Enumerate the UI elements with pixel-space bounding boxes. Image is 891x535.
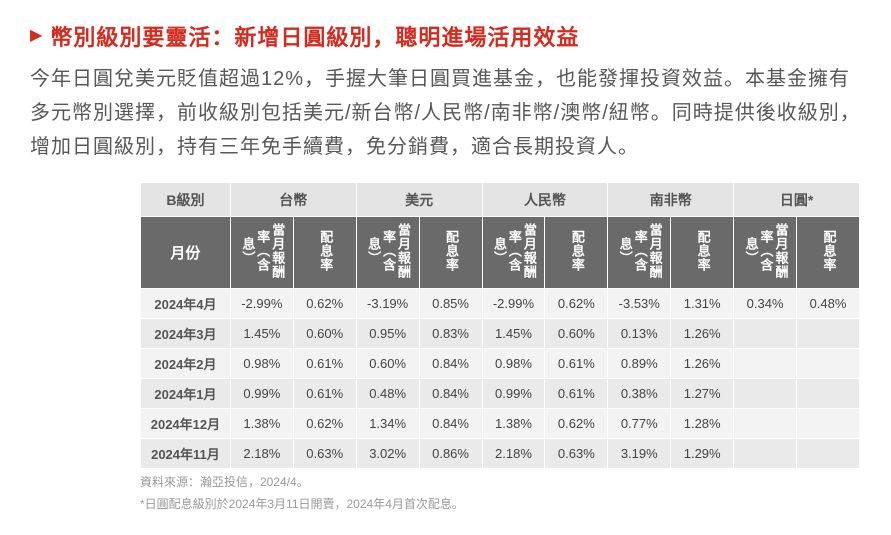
cell-value: 0.84%	[419, 379, 482, 409]
cell-value: 0.77%	[608, 409, 671, 439]
body-paragraph: 今年日圓兌美元貶值超過12%，手握大筆日圓買進基金，也能發揮投資效益。本基金擁有…	[30, 62, 861, 164]
cell-value: 1.34%	[356, 409, 419, 439]
cell-value: 0.62%	[545, 289, 608, 319]
cell-value: 1.26%	[671, 349, 734, 379]
cell-month: 2024年3月	[141, 319, 231, 349]
table-row: 2024年4月-2.99%0.62%-3.19%0.85%-2.99%0.62%…	[141, 289, 860, 319]
header-yield: 配息率	[419, 217, 482, 289]
cell-value: -2.99%	[482, 289, 545, 319]
cell-value	[734, 439, 797, 469]
header-return: 當月報酬率（含息）	[608, 217, 671, 289]
cell-value: 0.95%	[356, 319, 419, 349]
header-yield: 配息率	[293, 217, 356, 289]
section-heading: 幣別級別要靈活：新增日圓級別，聰明進場活用效益	[50, 20, 579, 52]
header-class: B級別	[141, 183, 231, 217]
cell-value: 0.99%	[482, 379, 545, 409]
cell-value: 0.86%	[419, 439, 482, 469]
cell-value: 0.48%	[797, 289, 860, 319]
cell-value	[797, 349, 860, 379]
cell-value	[797, 319, 860, 349]
header-currency: 南非幣	[608, 183, 734, 217]
footnote-jpy: *日圓配息級別於2024年3月11日開賣，2024年4月首次配息。	[140, 495, 860, 513]
header-yield: 配息率	[671, 217, 734, 289]
header-month: 月份	[141, 217, 231, 289]
footnote-source: 資料來源：瀚亞投信，2024/4。	[140, 473, 860, 491]
cell-month: 2024年11月	[141, 439, 231, 469]
cell-value: -3.53%	[608, 289, 671, 319]
cell-value: 1.29%	[671, 439, 734, 469]
cell-value: 0.61%	[545, 349, 608, 379]
cell-value: 1.45%	[230, 319, 293, 349]
header-currency: 日圓*	[734, 183, 860, 217]
cell-value: 0.13%	[608, 319, 671, 349]
section-heading-row: ▶ 幣別級別要靈活：新增日圓級別，聰明進場活用效益	[30, 20, 861, 52]
header-return: 當月報酬率（含息）	[482, 217, 545, 289]
header-currency: 美元	[356, 183, 482, 217]
cell-value: 0.48%	[356, 379, 419, 409]
cell-value	[734, 379, 797, 409]
table-row: 2024年2月0.98%0.61%0.60%0.84%0.98%0.61%0.8…	[141, 349, 860, 379]
cell-value: 2.18%	[482, 439, 545, 469]
header-return: 當月報酬率（含息）	[230, 217, 293, 289]
cell-value: 0.61%	[293, 349, 356, 379]
cell-month: 2024年2月	[141, 349, 231, 379]
cell-value	[797, 379, 860, 409]
cell-value: 1.38%	[230, 409, 293, 439]
cell-value	[734, 319, 797, 349]
cell-value: -3.19%	[356, 289, 419, 319]
header-return: 當月報酬率（含息）	[356, 217, 419, 289]
cell-value: 0.62%	[545, 409, 608, 439]
cell-month: 2024年1月	[141, 379, 231, 409]
cell-value: 0.61%	[293, 379, 356, 409]
cell-value: 1.28%	[671, 409, 734, 439]
cell-value: 0.84%	[419, 409, 482, 439]
cell-month: 2024年4月	[141, 289, 231, 319]
cell-month: 2024年12月	[141, 409, 231, 439]
cell-value	[734, 409, 797, 439]
table-body: 2024年4月-2.99%0.62%-3.19%0.85%-2.99%0.62%…	[141, 289, 860, 469]
header-yield: 配息率	[545, 217, 608, 289]
cell-value: 0.89%	[608, 349, 671, 379]
cell-value: 0.98%	[230, 349, 293, 379]
cell-value: 1.45%	[482, 319, 545, 349]
cell-value: 0.61%	[545, 379, 608, 409]
cell-value: 1.31%	[671, 289, 734, 319]
cell-value: 3.19%	[608, 439, 671, 469]
header-yield: 配息率	[797, 217, 860, 289]
cell-value: 0.98%	[482, 349, 545, 379]
cell-value: 0.84%	[419, 349, 482, 379]
cell-value	[797, 409, 860, 439]
cell-value: 0.60%	[356, 349, 419, 379]
cell-value: 0.62%	[293, 289, 356, 319]
header-currency: 人民幣	[482, 183, 608, 217]
cell-value: 0.60%	[293, 319, 356, 349]
table-row: 2024年11月2.18%0.63%3.02%0.86%2.18%0.63%3.…	[141, 439, 860, 469]
table-row: 2024年12月1.38%0.62%1.34%0.84%1.38%0.62%0.…	[141, 409, 860, 439]
cell-value: 0.83%	[419, 319, 482, 349]
performance-table-wrap: B級別 台幣 美元 人民幣 南非幣 日圓* 月份 當月報酬率（含息） 配息率 當…	[140, 182, 860, 513]
cell-value: 2.18%	[230, 439, 293, 469]
cell-value: 0.38%	[608, 379, 671, 409]
cell-value: -2.99%	[230, 289, 293, 319]
cell-value: 1.38%	[482, 409, 545, 439]
cell-value: 0.62%	[293, 409, 356, 439]
cell-value: 0.85%	[419, 289, 482, 319]
header-return: 當月報酬率（含息）	[734, 217, 797, 289]
performance-table: B級別 台幣 美元 人民幣 南非幣 日圓* 月份 當月報酬率（含息） 配息率 當…	[140, 182, 860, 469]
cell-value	[797, 439, 860, 469]
cell-value: 1.27%	[671, 379, 734, 409]
table-row: 2024年1月0.99%0.61%0.48%0.84%0.99%0.61%0.3…	[141, 379, 860, 409]
arrow-icon: ▶	[30, 28, 42, 44]
cell-value: 0.63%	[293, 439, 356, 469]
cell-value: 3.02%	[356, 439, 419, 469]
cell-value: 0.60%	[545, 319, 608, 349]
cell-value: 0.34%	[734, 289, 797, 319]
table-row: 2024年3月1.45%0.60%0.95%0.83%1.45%0.60%0.1…	[141, 319, 860, 349]
cell-value: 0.63%	[545, 439, 608, 469]
header-currency: 台幣	[230, 183, 356, 217]
cell-value: 1.26%	[671, 319, 734, 349]
cell-value: 0.99%	[230, 379, 293, 409]
cell-value	[734, 349, 797, 379]
